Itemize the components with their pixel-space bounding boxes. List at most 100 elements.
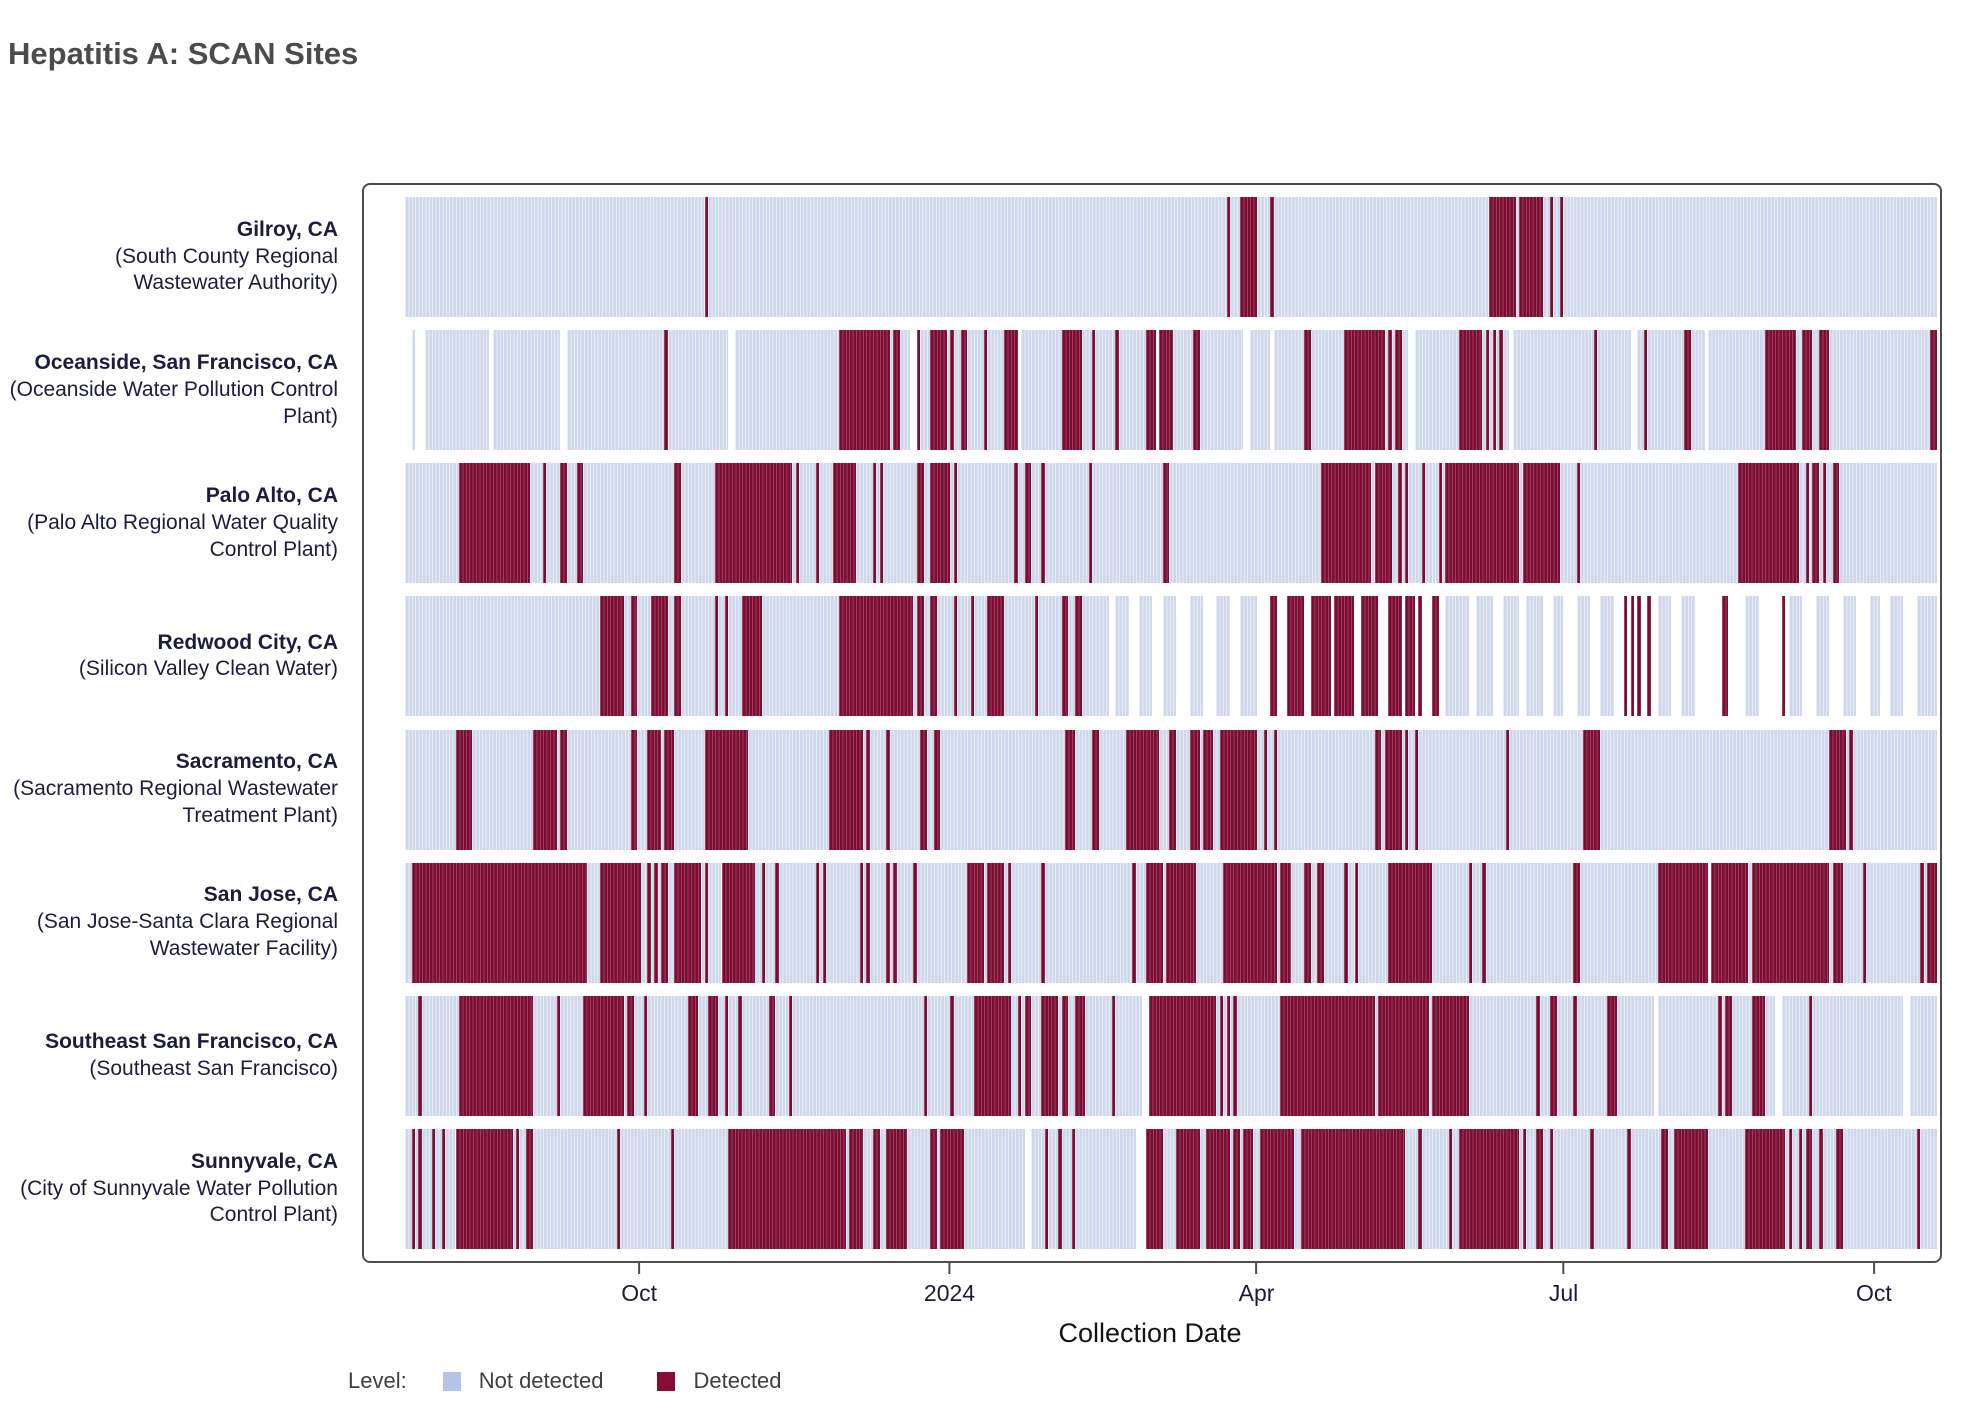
not-detected-segment — [1277, 862, 1281, 983]
not-detected-segment — [1421, 1128, 1449, 1249]
detected-segment — [1647, 596, 1651, 717]
detected-segment — [984, 330, 988, 451]
not-detected-segment — [936, 1128, 941, 1249]
detected-segment — [714, 463, 793, 584]
not-detected-segment — [708, 197, 1227, 317]
detected-segment — [1041, 463, 1045, 584]
detected-segment — [1132, 862, 1136, 983]
not-detected-segment — [1556, 995, 1574, 1116]
not-detected-segment — [1095, 330, 1116, 451]
detected-segment — [1458, 330, 1483, 451]
not-detected-segment — [1031, 995, 1042, 1116]
not-detected-segment — [953, 330, 961, 451]
detected-segment — [815, 862, 820, 983]
not-detected-segment — [1038, 596, 1062, 717]
x-tick-mark — [1872, 1261, 1875, 1274]
x-tick-label: 2024 — [923, 1280, 976, 1306]
not-detected-segment — [1031, 463, 1042, 584]
x-axis-title: Collection Date — [1058, 1318, 1242, 1348]
site-label: Gilroy, CA (South County Regional Wastewa… — [0, 197, 350, 317]
detected-segment — [1415, 729, 1419, 850]
not-detected-segment — [876, 463, 880, 584]
not-detected-segment — [748, 729, 830, 850]
site-city: Palo Alto, CA — [205, 483, 338, 507]
site-city: Sacramento, CA — [175, 750, 338, 774]
detected-segment — [708, 995, 719, 1116]
not-detected-segment — [1819, 463, 1823, 584]
detected-segment — [630, 596, 638, 717]
not-detected-segment — [1240, 596, 1257, 717]
not-detected-segment — [445, 1128, 456, 1249]
not-detected-segment — [957, 596, 971, 717]
detected-segment — [1822, 463, 1826, 584]
not-detected-segment — [1223, 995, 1227, 1116]
not-detected-segment — [1708, 1128, 1746, 1249]
site-row — [405, 995, 1937, 1116]
not-detected-segment — [405, 596, 601, 717]
detected-segment — [886, 862, 890, 983]
detected-segment — [775, 862, 779, 983]
not-detected-segment — [1159, 729, 1170, 850]
not-detected-segment — [1098, 729, 1126, 850]
detected-segment — [987, 596, 1005, 717]
detected-segment — [1034, 596, 1038, 717]
not-detected-segment — [1293, 1128, 1301, 1249]
not-detected-segment — [1011, 995, 1018, 1116]
not-detected-segment — [1229, 197, 1241, 317]
detected-segment — [1061, 995, 1069, 1116]
detected-segment — [1405, 729, 1409, 850]
not-detected-segment — [532, 1128, 618, 1249]
not-detected-segment — [1442, 463, 1446, 584]
detected-segment — [1445, 463, 1520, 584]
not-detected-segment — [623, 596, 631, 717]
detected-segment — [1718, 995, 1722, 1116]
detected-segment — [1418, 1128, 1422, 1249]
detected-segment — [1112, 995, 1116, 1116]
not-detected-segment — [1559, 463, 1577, 584]
not-detected-segment — [1075, 729, 1092, 850]
detected-segment — [1061, 596, 1069, 717]
detected-segment — [1233, 1128, 1240, 1249]
detected-segment — [442, 1128, 446, 1249]
detected-segment — [1169, 729, 1177, 850]
not-detected-segment — [1445, 596, 1469, 717]
not-detected-segment — [1630, 1128, 1661, 1249]
detected-segment — [647, 862, 651, 983]
not-detected-segment — [1256, 729, 1264, 850]
not-detected-segment — [1553, 596, 1564, 717]
not-detected-segment — [879, 1128, 887, 1249]
detected-segment — [1835, 1128, 1843, 1249]
detected-segment — [1590, 1128, 1594, 1249]
not-detected-segment — [1452, 1128, 1459, 1249]
not-detected-segment — [1502, 330, 1510, 451]
not-detected-segment — [566, 330, 665, 451]
not-detected-segment — [936, 596, 954, 717]
detected-segment — [1644, 330, 1648, 451]
detected-segment — [1573, 995, 1577, 1116]
detected-segment — [1549, 995, 1557, 1116]
not-detected-segment — [963, 1128, 1025, 1249]
not-detected-segment — [1004, 596, 1035, 717]
detected-segment — [670, 1128, 675, 1249]
not-detected-segment — [1798, 463, 1806, 584]
not-detected-segment — [1637, 330, 1645, 451]
not-detected-segment — [916, 862, 968, 983]
detected-segment — [1849, 729, 1853, 850]
detected-segment — [516, 1128, 520, 1249]
not-detected-segment — [1657, 995, 1719, 1116]
not-detected-segment — [681, 463, 715, 584]
not-detected-segment — [920, 330, 931, 451]
site-plant: (Oceanside Water Pollution Control Plant… — [9, 377, 338, 428]
not-detected-segment — [862, 1128, 873, 1249]
not-detected-segment — [1580, 862, 1658, 983]
detected-segment — [1832, 862, 1843, 983]
detected-segment — [1862, 862, 1867, 983]
detected-segment — [1721, 596, 1729, 717]
detected-segment — [600, 862, 641, 983]
not-detected-segment — [1708, 330, 1766, 451]
not-detected-segment — [1091, 463, 1163, 584]
not-detected-segment — [1357, 862, 1389, 983]
not-detected-segment — [1502, 596, 1520, 717]
not-detected-segment — [883, 463, 917, 584]
